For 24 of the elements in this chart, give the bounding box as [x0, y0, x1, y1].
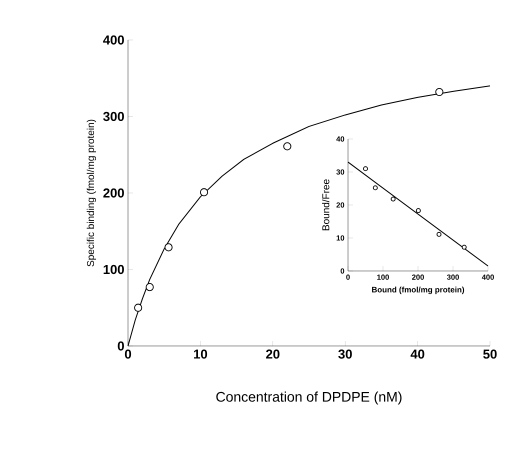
x-tick-label: 10	[194, 350, 208, 359]
x-tick-label: 50	[483, 350, 497, 359]
point	[146, 283, 154, 292]
point	[283, 142, 292, 150]
y-tick-label: 300	[103, 112, 124, 122]
point	[390, 196, 396, 202]
point	[200, 188, 208, 196]
point	[363, 166, 368, 172]
point	[164, 243, 173, 252]
y-axis-title: Bound/Free	[322, 179, 330, 230]
x-tick-label: 0	[124, 350, 132, 359]
y-tick-label: 400	[103, 35, 124, 45]
point	[436, 232, 442, 237]
x-tick-label: 40	[410, 350, 424, 359]
y-tick-label: 200	[103, 188, 124, 198]
y-tick-label: 0	[118, 341, 124, 351]
point	[462, 244, 467, 250]
x-tick-label: 20	[266, 350, 280, 359]
point	[435, 88, 444, 96]
point	[416, 208, 421, 214]
point	[372, 185, 378, 190]
y-axis-title: Specific binding (fmol/mg protein)	[86, 120, 96, 266]
x-axis-title: Concentration of DPDPE (nM)	[216, 392, 402, 405]
point	[134, 304, 142, 312]
